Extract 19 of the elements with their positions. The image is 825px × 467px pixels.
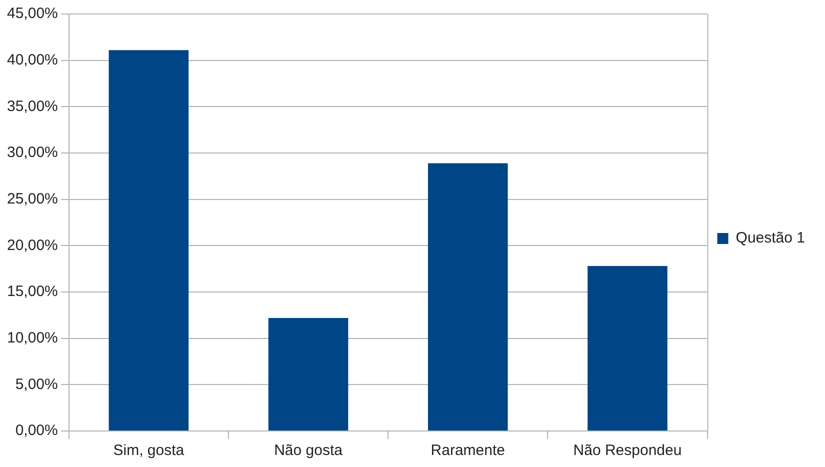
bar <box>108 50 189 430</box>
y-tick-label: 35,00% <box>7 98 58 115</box>
legend-label: Questão 1 <box>736 230 806 247</box>
y-tick-label: 25,00% <box>7 190 58 208</box>
y-tick-label: 0,00% <box>15 422 58 440</box>
y-tick-label: 30,00% <box>7 144 58 162</box>
y-tick-label: 45,00% <box>7 5 58 22</box>
bar <box>428 163 508 430</box>
y-tick-label: 10,00% <box>7 329 58 346</box>
x-tick-label: Não gosta <box>274 442 344 460</box>
x-tick-label: Raramente <box>430 442 505 460</box>
bar <box>588 266 668 430</box>
x-tick-label: Não Respondeu <box>573 442 682 460</box>
y-tick-label: 20,00% <box>7 236 58 254</box>
y-tick-label: 15,00% <box>7 283 58 300</box>
bar <box>268 318 348 430</box>
y-tick-label: 40,00% <box>7 51 58 68</box>
x-tick-label: Sim, gosta <box>113 442 185 460</box>
y-tick-label: 5,00% <box>15 376 58 393</box>
